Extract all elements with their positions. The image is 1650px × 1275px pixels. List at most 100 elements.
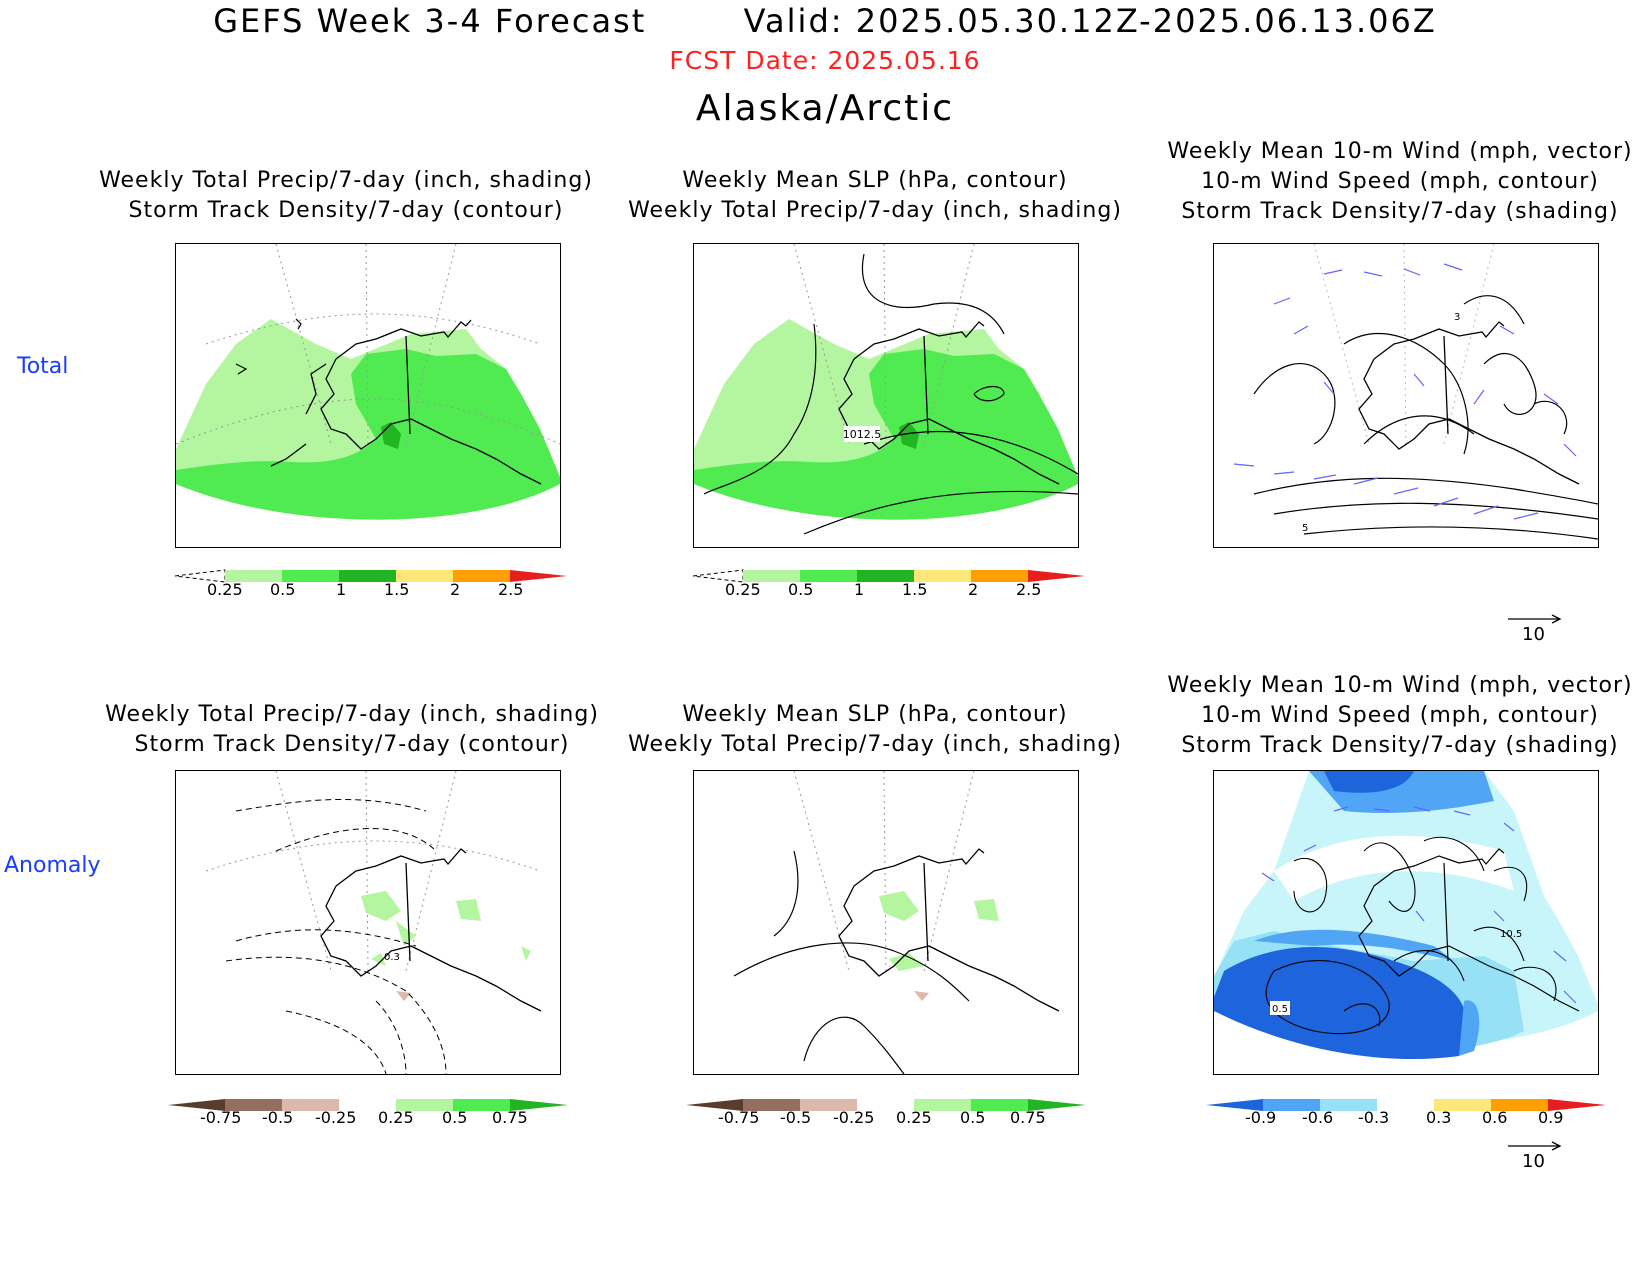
shade-dark-blue <box>1214 947 1466 1059</box>
map-wind-anomaly: 0.5 10.5 <box>1213 770 1599 1075</box>
panel-title-slp-anomaly: Weekly Mean SLP (hPa, contour) Weekly To… <box>600 700 1150 760</box>
slp-contour-label: 1012.5 <box>843 428 882 441</box>
colorbar-tick: 1.5 <box>902 580 928 599</box>
colorbar-precip-anomaly <box>168 1099 568 1111</box>
forecast-title: GEFS Week 3-4 Forecast <box>213 2 647 40</box>
colorbar-tick: 2.5 <box>1016 580 1042 599</box>
colorbar-tick: 0.5 <box>270 580 296 599</box>
shade-mid-blue <box>1254 929 1480 1056</box>
storm-contour-label: 0.5 <box>1272 1004 1288 1015</box>
coastline <box>838 848 1060 1012</box>
colorbar-tick: 0.75 <box>1010 1108 1046 1127</box>
map-wind-total: 3 5 <box>1213 243 1599 548</box>
colorbar-tick: 0.75 <box>492 1108 528 1127</box>
shade-mid <box>694 349 1078 520</box>
main-title: GEFS Week 3-4 Forecast Valid: 2025.05.30… <box>0 2 1650 40</box>
slp-contours <box>703 253 1078 535</box>
slp-anomaly-contours <box>733 850 970 1074</box>
panel-title-line: Storm Track Density/7-day (shading) <box>1181 733 1619 758</box>
panel-title-line: Weekly Total Precip/7-day (inch, shading… <box>105 702 599 727</box>
colorbar-tick: -0.25 <box>833 1108 875 1127</box>
graticule <box>793 244 975 445</box>
anomaly-shade-neg <box>396 991 411 1001</box>
region-title: Alaska/Arctic <box>695 88 955 129</box>
wind-contour-label: 5 <box>1302 523 1308 534</box>
storm-track-contours <box>1265 836 1557 1035</box>
wind-vectors <box>1261 806 1577 1004</box>
shade-mid <box>176 349 560 520</box>
anomaly-shade-neg <box>914 991 929 1001</box>
panel-title-line: Weekly Mean SLP (hPa, contour) <box>682 702 1068 727</box>
colorbar-tick: -0.9 <box>1245 1108 1277 1127</box>
coastline-islands <box>235 318 472 375</box>
panel-title-slp-total: Weekly Mean SLP (hPa, contour) Weekly To… <box>600 166 1150 226</box>
coastline <box>320 848 542 1012</box>
panel-title-line: Weekly Mean 10-m Wind (mph, vector) <box>1167 673 1633 698</box>
colorbar-tick: -0.75 <box>718 1108 760 1127</box>
graticule <box>793 771 975 972</box>
panel-title-line: Storm Track Density/7-day (contour) <box>134 732 570 757</box>
colorbar-tick: 0.25 <box>207 580 243 599</box>
colorbar-tick: 0.25 <box>725 580 761 599</box>
colorbar-tick: 1 <box>854 580 865 599</box>
colorbar-precip-total <box>175 569 567 583</box>
shade-white-band <box>1274 835 1514 901</box>
anomaly-shade-pos <box>879 891 999 971</box>
colorbar-tick: 2 <box>450 580 461 599</box>
colorbar-tick: 0.6 <box>1482 1108 1508 1127</box>
colorbar-storm-anomaly <box>1206 1099 1606 1111</box>
colorbar-tick: 0.9 <box>1538 1108 1564 1127</box>
row-label-total: Total <box>17 354 69 379</box>
map-slp-total: 1012.5 <box>693 243 1079 548</box>
valid-period: Valid: 2025.05.30.12Z-2025.06.13.06Z <box>743 2 1437 40</box>
panel-title-line: Weekly Total Precip/7-day (inch, shading… <box>628 198 1122 223</box>
colorbar-tick: -0.5 <box>780 1108 812 1127</box>
colorbar-tick: 2.5 <box>498 580 524 599</box>
panel-title-line: Weekly Total Precip/7-day (inch, shading… <box>628 732 1122 757</box>
colorbar-tick: -0.5 <box>262 1108 294 1127</box>
wind-reference-label: 10 <box>1522 1151 1545 1172</box>
colorbar-tick: 0.3 <box>1426 1108 1452 1127</box>
colorbar-tick: -0.75 <box>200 1108 242 1127</box>
panel-title-wind-total: Weekly Mean 10-m Wind (mph, vector) 10-m… <box>1150 137 1650 227</box>
graticule <box>205 771 541 972</box>
wind-reference-label: 10 <box>1522 624 1545 645</box>
wind-reference-arrow-icon <box>1508 614 1562 624</box>
wind-contour-label: 10.5 <box>1500 929 1522 940</box>
colorbar-tick: 1 <box>336 580 347 599</box>
colorbar-tick: 2 <box>968 580 979 599</box>
coastline <box>838 321 1060 485</box>
panel-title-line: 10-m Wind Speed (mph, contour) <box>1201 703 1599 728</box>
colorbar-slp-total <box>693 569 1085 583</box>
coastline <box>1358 848 1580 1012</box>
panel-title-precip-total: Weekly Total Precip/7-day (inch, shading… <box>90 166 602 226</box>
colorbar-tick: 0.25 <box>378 1108 414 1127</box>
colorbar-tick: -0.25 <box>315 1108 357 1127</box>
forecast-date: FCST Date: 2025.05.16 <box>669 46 981 75</box>
graticule <box>176 244 560 445</box>
coastline <box>270 321 542 485</box>
colorbar-tick: -0.3 <box>1358 1108 1390 1127</box>
map-slp-anomaly <box>693 770 1079 1075</box>
row-label-anomaly: Anomaly <box>4 853 101 878</box>
wind-vectors <box>1233 263 1577 520</box>
wind-reference-arrow-icon <box>1508 1141 1562 1151</box>
panel-title-line: Weekly Mean SLP (hPa, contour) <box>682 168 1068 193</box>
panel-title-line: Storm Track Density/7-day (shading) <box>1181 199 1619 224</box>
shade-top-dark <box>1324 771 1414 793</box>
panel-title-wind-anomaly: Weekly Mean 10-m Wind (mph, vector) 10-m… <box>1150 671 1650 761</box>
panel-title-line: Weekly Mean 10-m Wind (mph, vector) <box>1167 139 1633 164</box>
coastline <box>1358 321 1580 485</box>
wind-contour-label: 3 <box>1454 312 1460 323</box>
colorbar-slp-anomaly <box>686 1099 1086 1111</box>
colorbar-tick: 1.5 <box>384 580 410 599</box>
colorbar-tick: 0.25 <box>896 1108 932 1127</box>
colorbar-tick: 0.5 <box>960 1108 986 1127</box>
panel-title-line: Storm Track Density/7-day (contour) <box>128 198 564 223</box>
wind-speed-contours <box>1253 295 1598 540</box>
anomaly-shade-pos <box>361 891 531 966</box>
map-precip-anomaly: 0.3 <box>175 770 561 1075</box>
panel-title-line: Weekly Total Precip/7-day (inch, shading… <box>99 168 593 193</box>
graticule <box>1313 244 1495 445</box>
map-precip-total <box>175 243 561 548</box>
